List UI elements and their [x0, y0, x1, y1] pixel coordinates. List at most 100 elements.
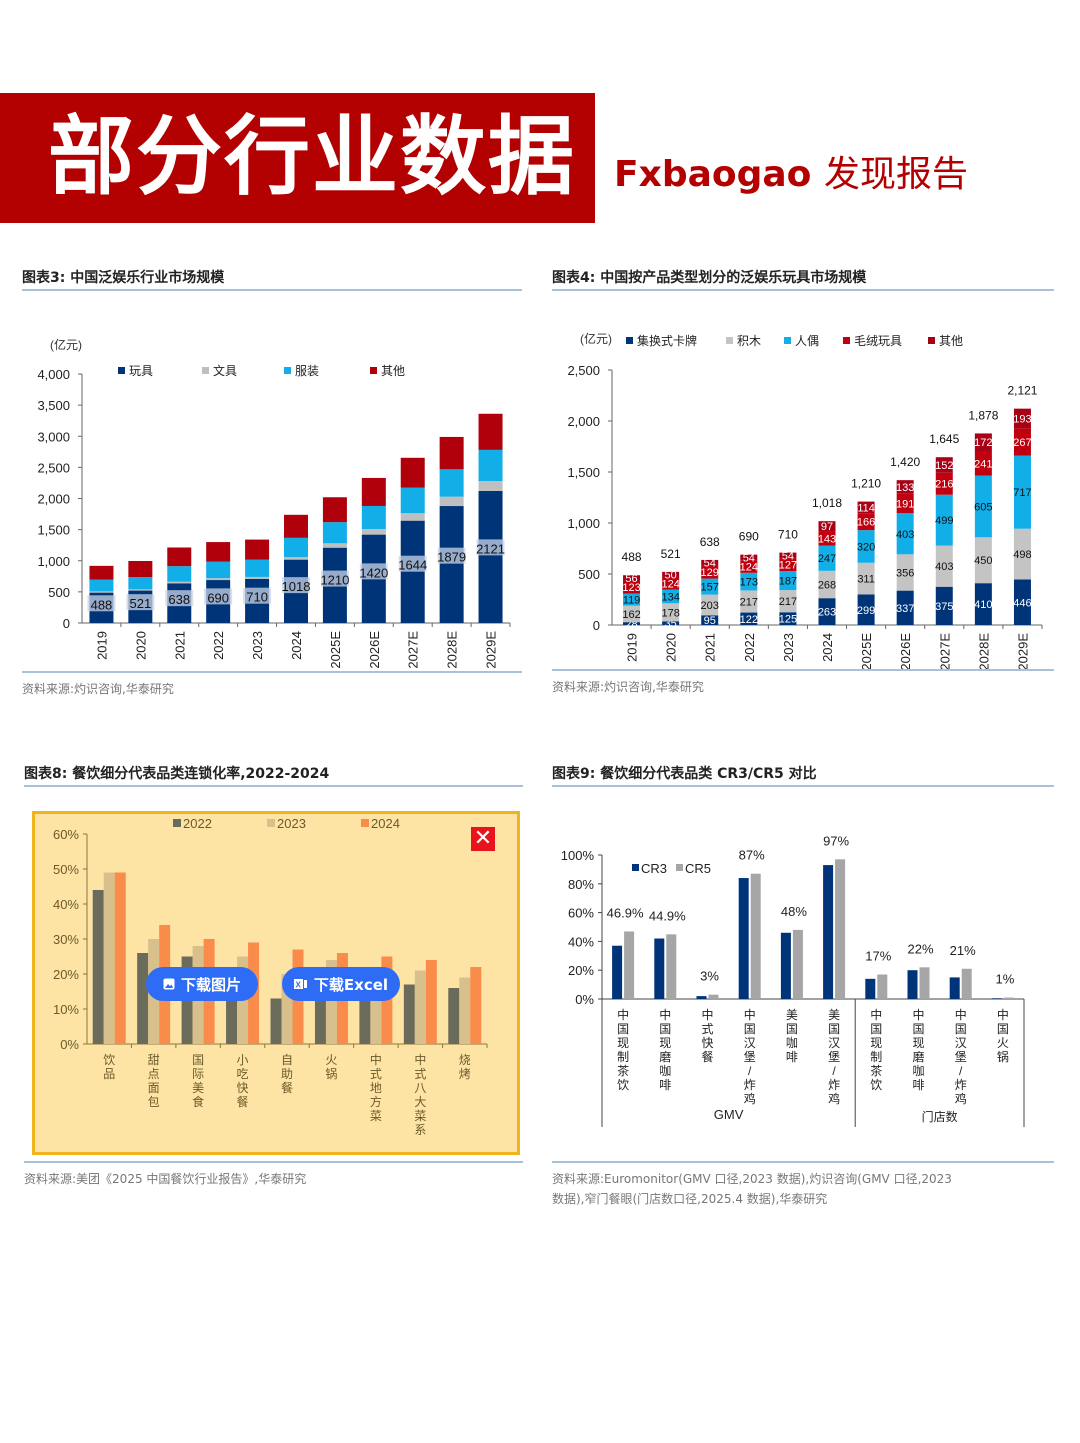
svg-text:餐: 餐	[281, 1080, 293, 1095]
svg-text:点: 点	[148, 1067, 160, 1081]
svg-text:1,420: 1,420	[890, 455, 920, 469]
chart4-plot: (亿元) 0 500 1,000 1,500 2,000 2,500 集换式卡牌 积木 人偶 毛绒玩…	[567, 331, 1043, 669]
svg-text:X: X	[295, 981, 301, 990]
svg-text:国: 国	[617, 1022, 629, 1036]
svg-text:2,121: 2,121	[1007, 384, 1037, 398]
svg-text:521: 521	[661, 547, 681, 561]
chart3-plot: (亿元) 0 500 1,000 1,500 2,000 2,500 3,000 3,500 4,…	[37, 337, 511, 669]
svg-text:40%: 40%	[53, 897, 79, 912]
svg-text:服装: 服装	[295, 364, 319, 378]
svg-text:美: 美	[192, 1081, 204, 1095]
svg-text:堡: 堡	[828, 1049, 840, 1064]
svg-text:0%: 0%	[60, 1037, 79, 1052]
svg-text:0%: 0%	[575, 992, 594, 1007]
svg-text:0: 0	[593, 618, 600, 633]
svg-text:133: 133	[896, 482, 914, 494]
svg-text:中: 中	[955, 1007, 967, 1022]
svg-text:品: 品	[103, 1067, 115, 1081]
svg-text:咖: 咖	[786, 1035, 798, 1050]
svg-text:现: 现	[659, 1036, 671, 1050]
svg-text:247: 247	[818, 553, 836, 565]
svg-text:烧: 烧	[459, 1053, 471, 1067]
chart4-title: 图表4: 中国按产品类型划分的泛娱乐玩具市场规模	[552, 270, 867, 286]
source-divider	[552, 669, 1054, 671]
svg-text:22%: 22%	[907, 941, 933, 956]
svg-text:八: 八	[414, 1081, 426, 1095]
svg-text:火: 火	[997, 1036, 1009, 1050]
svg-text:茶: 茶	[617, 1063, 629, 1078]
svg-text:710: 710	[778, 528, 798, 542]
download-image-button[interactable]: 下载图片	[146, 967, 258, 1001]
svg-text:2024: 2024	[371, 816, 400, 831]
svg-text:690: 690	[207, 590, 229, 605]
svg-text:鸡: 鸡	[828, 1091, 840, 1106]
svg-text:2026E: 2026E	[367, 631, 382, 669]
svg-text:磨: 磨	[659, 1050, 671, 1064]
source-divider	[22, 671, 522, 673]
svg-text:际: 际	[192, 1067, 204, 1081]
svg-text:21%: 21%	[950, 943, 976, 958]
svg-text:203: 203	[701, 600, 719, 612]
svg-text:1,878: 1,878	[968, 408, 998, 422]
download-excel-button[interactable]: X 下载Excel	[282, 967, 400, 1001]
svg-text:127: 127	[779, 560, 797, 572]
svg-text:火: 火	[325, 1053, 337, 1067]
svg-text:堡: 堡	[955, 1049, 967, 1064]
svg-text:114: 114	[857, 502, 875, 514]
svg-text:87%: 87%	[739, 848, 765, 863]
svg-text:2020: 2020	[133, 631, 148, 660]
svg-text:CR5: CR5	[685, 861, 711, 876]
source-divider	[552, 1161, 1054, 1163]
svg-text:中: 中	[912, 1007, 924, 1022]
svg-text:311: 311	[857, 574, 875, 586]
svg-text:2024: 2024	[820, 633, 835, 662]
svg-text:1210: 1210	[320, 573, 349, 588]
svg-text:2021: 2021	[172, 631, 187, 660]
svg-text:/: /	[959, 1064, 963, 1078]
chart8-frame: 0% 10% 20% 30% 40% 50% 60% 2022 2023 2024 饮品 甜点面包 国际…	[32, 811, 520, 1155]
svg-text:267: 267	[1013, 437, 1031, 449]
svg-text:制: 制	[870, 1050, 882, 1064]
close-button[interactable]: ✕	[471, 827, 495, 851]
svg-text:217: 217	[740, 596, 758, 608]
svg-text:20%: 20%	[568, 963, 594, 978]
svg-text:2023: 2023	[781, 633, 796, 662]
chart3-title: 图表3: 中国泛娱乐行业市场规模	[22, 270, 225, 286]
svg-text:国: 国	[870, 1022, 882, 1036]
svg-text:现: 现	[870, 1036, 882, 1050]
svg-text:263: 263	[818, 607, 836, 619]
svg-text:2023: 2023	[250, 631, 265, 660]
svg-text:20%: 20%	[53, 967, 79, 982]
svg-text:97%: 97%	[823, 833, 849, 848]
svg-text:国: 国	[997, 1022, 1009, 1036]
chart9-title: 图表9: 餐饮细分代表品类 CR3/CR5 对比	[552, 766, 817, 782]
svg-text:餐: 餐	[237, 1094, 249, 1109]
svg-text:茶: 茶	[870, 1063, 882, 1078]
svg-text:48%: 48%	[781, 904, 807, 919]
svg-text:2022: 2022	[211, 631, 226, 660]
svg-text:44.9%: 44.9%	[649, 908, 686, 923]
excel-icon: X	[293, 979, 307, 990]
svg-text:快: 快	[237, 1081, 249, 1095]
svg-text:1644: 1644	[398, 558, 427, 573]
svg-text:汉: 汉	[955, 1036, 967, 1050]
svg-text:80%: 80%	[568, 877, 594, 892]
svg-text:自: 自	[281, 1053, 293, 1067]
svg-text:菜: 菜	[370, 1109, 382, 1123]
svg-text:2023: 2023	[277, 816, 306, 831]
svg-text:166: 166	[857, 517, 875, 529]
svg-text:124: 124	[740, 561, 758, 573]
svg-text:241: 241	[974, 458, 992, 470]
svg-text:2024: 2024	[289, 631, 304, 660]
svg-text:129: 129	[701, 567, 719, 579]
svg-text:375: 375	[935, 601, 953, 613]
svg-text:国: 国	[786, 1022, 798, 1036]
svg-text:国: 国	[744, 1022, 756, 1036]
svg-text:1%: 1%	[996, 972, 1015, 987]
svg-text:2019: 2019	[625, 633, 640, 662]
brand-en: Fxbaogao	[614, 154, 812, 195]
svg-text:中: 中	[701, 1007, 713, 1022]
svg-text:锅: 锅	[325, 1066, 337, 1081]
svg-text:2028E: 2028E	[445, 631, 460, 669]
